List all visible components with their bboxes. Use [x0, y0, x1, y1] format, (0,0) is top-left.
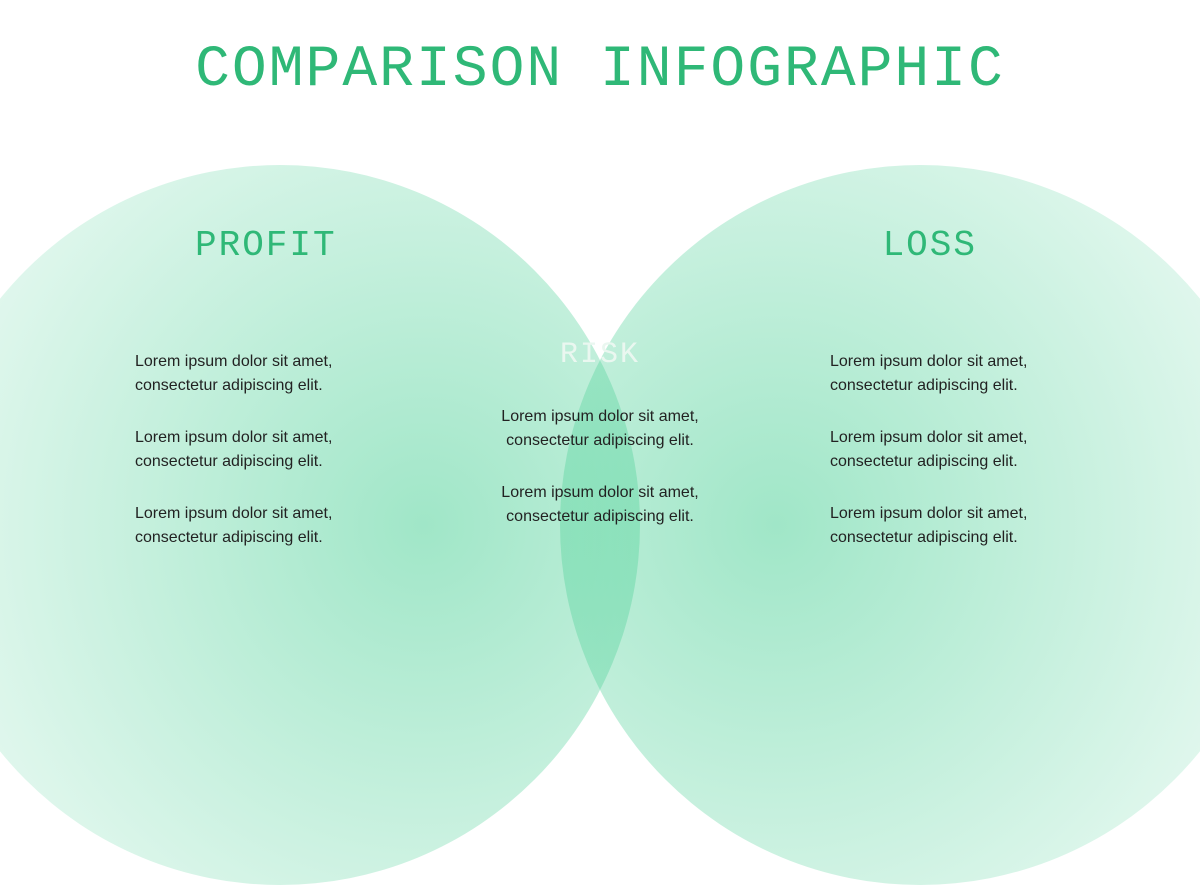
risk-item: Lorem ipsum dolor sit amet, consectetur … [470, 481, 730, 529]
page-title: COMPARISON INFOGRAPHIC [0, 0, 1200, 103]
section-label-risk: RISK [560, 338, 640, 372]
risk-item: Lorem ipsum dolor sit amet, consectetur … [470, 405, 730, 453]
loss-item: Lorem ipsum dolor sit amet, consectetur … [830, 502, 1090, 550]
loss-item: Lorem ipsum dolor sit amet, consectetur … [830, 350, 1090, 398]
section-label-profit: PROFIT [195, 225, 337, 266]
body-column-loss: Lorem ipsum dolor sit amet, consectetur … [830, 350, 1090, 578]
section-label-loss: LOSS [883, 225, 977, 266]
profit-item: Lorem ipsum dolor sit amet, consectetur … [135, 502, 395, 550]
profit-item: Lorem ipsum dolor sit amet, consectetur … [135, 426, 395, 474]
profit-item: Lorem ipsum dolor sit amet, consectetur … [135, 350, 395, 398]
body-column-risk: Lorem ipsum dolor sit amet, consectetur … [470, 405, 730, 557]
body-column-profit: Lorem ipsum dolor sit amet, consectetur … [135, 350, 395, 578]
loss-item: Lorem ipsum dolor sit amet, consectetur … [830, 426, 1090, 474]
